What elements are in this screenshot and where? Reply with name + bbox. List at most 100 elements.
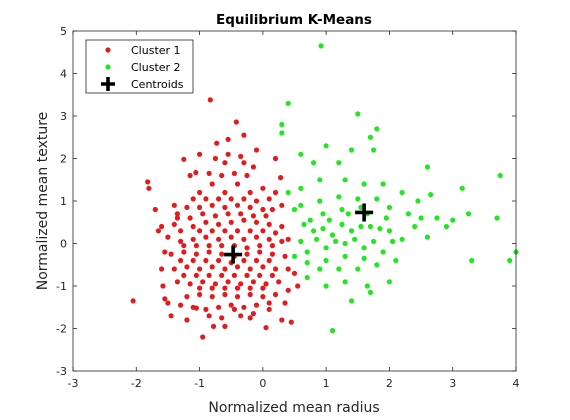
point-cluster-1-110: [234, 294, 241, 300]
point-cluster-1-153: [241, 257, 247, 264]
y-tick-label-8: 5: [60, 25, 67, 38]
point-cluster-1-41: [197, 151, 203, 157]
point-cluster-1-177: [190, 196, 196, 202]
point-cluster-1-96: [171, 266, 177, 272]
point-cluster-2-16: [428, 192, 434, 198]
point-cluster-2-72: [301, 221, 307, 227]
point-cluster-1-51: [247, 204, 253, 210]
point-cluster-1-29: [288, 319, 294, 325]
point-cluster-1-185: [212, 155, 218, 162]
point-cluster-1-136: [219, 243, 225, 249]
point-cluster-1-18: [171, 221, 177, 227]
point-cluster-1-13: [168, 313, 174, 319]
point-cluster-1-22: [210, 323, 217, 329]
point-cluster-1-165: [181, 272, 187, 278]
point-cluster-1-167: [222, 285, 228, 291]
y-tick-label-7: 4: [60, 68, 67, 81]
point-cluster-2-58: [342, 279, 348, 285]
point-cluster-1-178: [266, 196, 272, 202]
point-cluster-2-17: [399, 189, 405, 196]
point-cluster-1-135: [206, 243, 212, 249]
point-cluster-1-66: [279, 223, 285, 230]
point-cluster-1-17: [152, 206, 158, 213]
point-cluster-1-3: [241, 132, 247, 138]
point-cluster-2-12: [336, 160, 342, 166]
point-cluster-1-39: [241, 160, 247, 166]
point-cluster-2-67: [307, 217, 313, 223]
point-cluster-1-172: [228, 196, 234, 202]
point-cluster-1-116: [190, 304, 196, 310]
point-cluster-1-141: [193, 243, 199, 249]
point-cluster-1-173: [241, 196, 247, 202]
legend-label-centroids: Centroids: [131, 78, 184, 91]
point-cluster-1-80: [206, 249, 212, 255]
point-cluster-1-15: [174, 211, 180, 217]
point-cluster-2-34: [465, 211, 472, 217]
point-cluster-1-100: [212, 281, 218, 287]
y-tick-label-6: 3: [60, 110, 67, 123]
point-cluster-2-85: [342, 253, 348, 259]
y-tick-label-4: 1: [60, 195, 67, 208]
point-cluster-1-111: [222, 291, 228, 298]
point-cluster-1-144: [222, 228, 228, 234]
point-cluster-1-157: [178, 257, 184, 264]
point-cluster-2-2: [279, 121, 285, 128]
point-cluster-1-180: [219, 172, 225, 179]
point-cluster-2-84: [323, 257, 329, 264]
point-cluster-2-24: [298, 202, 304, 208]
point-cluster-2-20: [342, 177, 348, 183]
point-cluster-1-14: [159, 266, 165, 272]
legend-label-cluster-2: Cluster 2: [131, 61, 181, 74]
point-cluster-1-5: [181, 156, 187, 162]
x-tick-label-5: 2: [386, 377, 393, 390]
point-cluster-1-62: [228, 219, 234, 225]
point-cluster-1-181: [244, 172, 250, 179]
point-cluster-2-41: [348, 228, 355, 234]
point-cluster-1-19: [184, 317, 190, 323]
point-cluster-2-82: [390, 238, 396, 244]
point-cluster-2-75: [358, 223, 364, 230]
point-cluster-1-49: [269, 206, 275, 213]
point-cluster-2-71: [383, 215, 389, 221]
point-cluster-1-46: [234, 181, 241, 187]
point-cluster-1-99: [200, 279, 206, 285]
point-cluster-2-54: [336, 266, 342, 272]
point-cluster-1-103: [250, 279, 256, 285]
point-cluster-1-97: [174, 279, 180, 285]
point-cluster-1-73: [203, 234, 209, 240]
point-cluster-1-47: [247, 189, 253, 196]
point-cluster-1-90: [247, 266, 253, 272]
point-cluster-2-15: [459, 185, 465, 191]
point-cluster-1-120: [241, 304, 247, 310]
point-cluster-2-76: [377, 226, 383, 232]
point-cluster-1-48: [260, 185, 266, 191]
point-cluster-1-35: [272, 189, 279, 196]
point-cluster-2-40: [367, 223, 373, 230]
point-cluster-1-127: [200, 211, 206, 217]
point-cluster-2-23: [285, 189, 291, 196]
point-cluster-2-4: [355, 111, 361, 117]
point-cluster-1-32: [291, 270, 298, 276]
point-cluster-1-143: [209, 228, 215, 234]
point-cluster-1-98: [187, 281, 193, 287]
point-cluster-1-85: [269, 251, 275, 257]
point-cluster-1-92: [222, 266, 228, 272]
point-cluster-1-148: [272, 230, 279, 236]
point-cluster-1-4: [214, 140, 220, 146]
point-cluster-2-39: [386, 228, 392, 234]
point-cluster-2-9: [323, 143, 329, 149]
point-cluster-1-64: [253, 219, 260, 225]
point-cluster-1-171: [197, 285, 203, 291]
point-cluster-1-133: [187, 215, 193, 221]
x-tick-label-1: -2: [131, 377, 142, 390]
point-cluster-1-124: [206, 313, 212, 319]
point-cluster-1-7: [145, 179, 151, 185]
point-cluster-2-48: [342, 240, 348, 247]
point-cluster-2-73: [320, 226, 326, 232]
x-tick-label-2: -1: [194, 377, 205, 390]
point-cluster-1-164: [193, 272, 199, 278]
point-cluster-2-51: [393, 257, 399, 264]
point-cluster-1-50: [260, 206, 266, 213]
point-cluster-2-11: [310, 160, 317, 166]
point-cluster-1-166: [209, 285, 215, 291]
